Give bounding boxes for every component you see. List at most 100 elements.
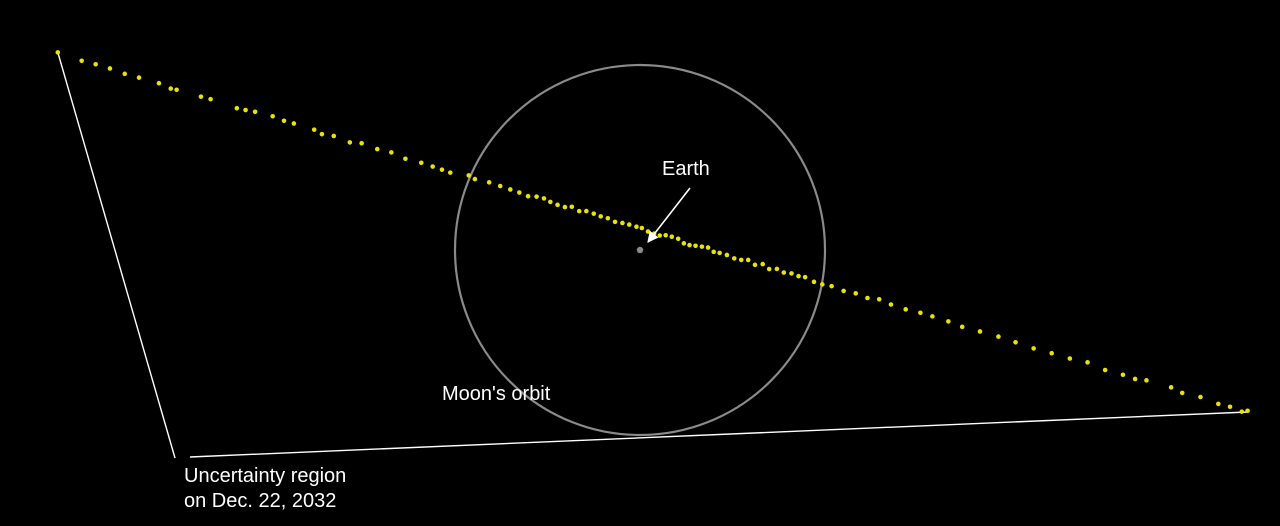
uncertainty-point <box>473 177 478 182</box>
uncertainty-point <box>711 250 716 255</box>
uncertainty-point <box>767 267 772 272</box>
uncertainty-point <box>903 307 908 312</box>
uncertainty-point <box>359 141 364 146</box>
uncertainty-point <box>782 270 787 275</box>
uncertainty-point <box>430 164 435 169</box>
uncertainty-point <box>563 205 568 210</box>
uncertainty-point <box>613 220 618 225</box>
uncertainty-point <box>1180 391 1185 396</box>
uncertainty-point <box>634 224 639 229</box>
uncertainty-point <box>732 256 737 261</box>
uncertainty-point <box>1085 360 1090 365</box>
uncertainty-point <box>663 233 668 238</box>
uncertainty-point <box>419 160 424 165</box>
uncertainty-point <box>157 81 162 86</box>
uncertainty-point <box>725 253 730 258</box>
caption-line-2: on Dec. 22, 2032 <box>184 490 336 512</box>
caption-line-1: Uncertainty region <box>184 465 346 487</box>
uncertainty-point <box>960 325 965 330</box>
uncertainty-point <box>803 275 808 280</box>
uncertainty-point <box>746 258 751 263</box>
uncertainty-point <box>978 329 983 334</box>
uncertainty-point <box>760 262 765 267</box>
uncertainty-point <box>640 226 645 231</box>
uncertainty-point <box>889 302 894 307</box>
uncertainty-point <box>775 267 780 272</box>
uncertainty-point <box>1031 346 1036 351</box>
uncertainty-point <box>584 209 589 214</box>
uncertainty-point <box>946 319 951 324</box>
uncertainty-point <box>627 222 632 227</box>
uncertainty-point <box>534 194 539 199</box>
uncertainty-point <box>700 244 705 249</box>
uncertainty-point <box>403 156 408 161</box>
uncertainty-point <box>1169 385 1174 390</box>
uncertainty-point <box>682 241 687 246</box>
uncertainty-point <box>669 234 674 239</box>
uncertainty-point <box>577 209 582 214</box>
uncertainty-point <box>1245 408 1250 413</box>
uncertainty-point <box>853 291 858 296</box>
uncertainty-point <box>606 216 611 221</box>
uncertainty-point <box>829 284 834 289</box>
uncertainty-point <box>820 282 825 287</box>
uncertainty-point <box>841 289 846 294</box>
uncertainty-point <box>1216 402 1221 407</box>
uncertainty-point <box>1049 351 1054 356</box>
uncertainty-point <box>812 280 817 285</box>
earth-dot <box>637 247 643 253</box>
uncertainty-point <box>693 243 698 248</box>
uncertainty-point <box>440 167 445 172</box>
uncertainty-point <box>526 194 531 199</box>
uncertainty-point <box>292 121 297 126</box>
uncertainty-point <box>918 310 923 315</box>
uncertainty-point <box>598 214 603 219</box>
uncertainty-point <box>1144 378 1149 383</box>
uncertainty-point <box>591 211 596 216</box>
uncertainty-point <box>1103 368 1108 373</box>
uncertainty-point <box>282 118 287 123</box>
uncertainty-point <box>312 127 317 132</box>
uncertainty-point <box>487 180 492 185</box>
uncertainty-point <box>865 296 870 301</box>
earth-label: Earth <box>662 158 710 180</box>
uncertainty-point <box>569 204 574 209</box>
guide-line-lower <box>190 412 1248 457</box>
uncertainty-point <box>548 200 553 205</box>
uncertainty-point <box>320 132 325 137</box>
uncertainty-point <box>996 334 1001 339</box>
uncertainty-point <box>1121 372 1126 377</box>
uncertainty-point <box>348 140 353 145</box>
uncertainty-point <box>706 245 711 250</box>
uncertainty-point <box>620 221 625 226</box>
uncertainty-point <box>1068 356 1073 361</box>
uncertainty-point <box>739 258 744 263</box>
uncertainty-point <box>542 196 547 201</box>
uncertainty-point <box>168 86 173 91</box>
uncertainty-point <box>877 297 882 302</box>
uncertainty-point <box>753 263 758 268</box>
uncertainty-point <box>375 147 380 152</box>
uncertainty-point <box>331 134 336 139</box>
uncertainty-point <box>789 271 794 276</box>
uncertainty-point <box>448 170 453 175</box>
uncertainty-point <box>687 243 692 248</box>
uncertainty-point <box>1198 395 1203 400</box>
uncertainty-point <box>717 251 722 256</box>
uncertainty-point <box>199 94 204 99</box>
uncertainty-point <box>930 314 935 319</box>
uncertainty-point <box>55 50 60 55</box>
uncertainty-point <box>270 114 275 119</box>
uncertainty-point <box>137 75 142 80</box>
uncertainty-point <box>93 62 98 67</box>
uncertainty-point <box>122 72 127 77</box>
uncertainty-point <box>79 59 84 64</box>
uncertainty-point <box>108 66 113 71</box>
uncertainty-point <box>498 184 503 189</box>
uncertainty-point <box>555 203 560 208</box>
uncertainty-region-points <box>55 50 1249 414</box>
uncertainty-point <box>646 229 651 234</box>
uncertainty-point <box>508 187 513 192</box>
uncertainty-point <box>389 150 394 155</box>
uncertainty-point <box>1228 404 1233 409</box>
